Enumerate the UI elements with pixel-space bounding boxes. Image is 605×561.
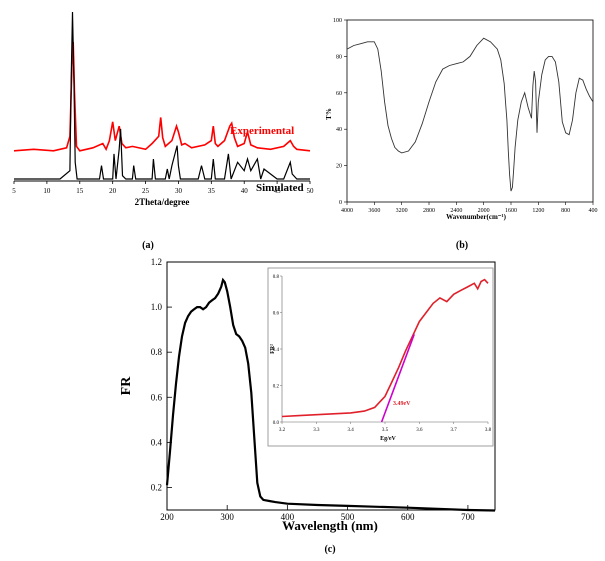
- x-tick-label: 50: [307, 187, 315, 195]
- x-tick-label: 800: [561, 208, 570, 214]
- x-tick-label: 5: [12, 187, 16, 195]
- inset-y-tick-label: 0.8: [273, 275, 280, 280]
- inset-border: [267, 267, 494, 447]
- inset-x-tick-label: 3.8: [485, 428, 492, 433]
- series-experimental-line: [13, 41, 311, 152]
- y-tick-label: 20: [336, 164, 342, 170]
- x-tick-label: 700: [461, 512, 475, 522]
- chart-a-x-ticks: 5 10 15 20 25 30 35 40 45 50: [12, 181, 314, 195]
- inset-y-tick-label: 0.2: [273, 385, 280, 390]
- x-tick-label: 2000: [478, 208, 490, 214]
- x-tick-label: 2800: [423, 208, 435, 214]
- x-tick-label: 20: [109, 187, 117, 195]
- chart-c-xlabel: Wavelength (nm): [282, 518, 378, 533]
- x-tick-label: 300: [220, 512, 234, 522]
- x-tick-label: 10: [43, 187, 51, 195]
- chart-a-xlabel: 2Theta/degree: [135, 197, 190, 207]
- x-tick-label: 3600: [368, 208, 380, 214]
- inset-fr2-line: [281, 278, 489, 418]
- inset-y-tick-label: 0.6: [273, 312, 280, 317]
- inset-x-tick-label: 3.7: [451, 428, 458, 433]
- y-tick-label: 1.0: [151, 302, 163, 312]
- chart-a: 5 10 15 20 25 30 35 40 45 50 Experimental Simulat…: [12, 11, 314, 207]
- x-tick-label: 2400: [450, 208, 462, 214]
- y-tick-label: 0.2: [151, 482, 162, 492]
- y-tick-label: 100: [333, 18, 342, 24]
- inset-x-tick-label: 3.6: [416, 428, 423, 433]
- x-tick-label: 1600: [505, 208, 517, 214]
- x-tick-label: 3200: [396, 208, 408, 214]
- chart-b: 4000 3600 3200 2800 2400 2000 1600 1200 800 40002…: [325, 18, 598, 221]
- inset-fit-line: [380, 334, 415, 423]
- chart-c-inset: 3.2 3.3 3.4 3.5 3.6 3.7 3.8 0.0 0.2 0.4 0.6 0.8 3.4…: [267, 267, 494, 447]
- inset-x-tick-label: 3.4: [348, 428, 355, 433]
- fr-spectrum-line: [165, 277, 496, 512]
- series-simulated-line: [14, 11, 310, 180]
- x-tick-label: 25: [142, 187, 150, 195]
- inset-x-tick-label: 3.2: [279, 428, 286, 433]
- bandgap-annotation: 3.49eV: [393, 401, 411, 407]
- panel-label-c: (c): [324, 544, 335, 555]
- y-tick-label: 0.4: [151, 437, 163, 447]
- inset-y-tick-label: 0.4: [273, 348, 280, 353]
- y-tick-label: 1.2: [151, 257, 162, 267]
- inset-xlabel: Eg/eV: [380, 436, 396, 442]
- inset-y-tick-label: 0.0: [273, 421, 280, 426]
- x-tick-label: 40: [241, 187, 249, 195]
- inset-ticks: 3.2 3.3 3.4 3.5 3.6 3.7 3.8 0.0 0.2 0.4 0.6 0.8: [273, 275, 492, 433]
- inset-x-tick-label: 3.5: [382, 428, 389, 433]
- x-tick-label: 4000: [341, 208, 353, 214]
- x-tick-label: 500: [341, 512, 355, 522]
- panel-label-b: (b): [456, 240, 468, 251]
- chart-b-frame: [346, 19, 594, 203]
- x-tick-label: 30: [175, 187, 183, 195]
- x-tick-label: 35: [208, 187, 216, 195]
- x-tick-label: 15: [76, 187, 84, 195]
- x-tick-label: 400: [281, 512, 295, 522]
- panel-label-a: (a): [142, 240, 154, 251]
- y-tick-label: 0: [339, 200, 342, 206]
- y-tick-label: 80: [336, 54, 342, 60]
- chart-c-ticks: 200 300 400 500 600 700 0.2 0.4 0.6 0.8 1.0 1.2: [151, 257, 475, 522]
- chart-b-xlabel: Wavenumber(cm⁻¹): [446, 213, 507, 221]
- legend-experimental: Experimental: [230, 125, 294, 137]
- chart-b-ticks: 4000 3600 3200 2800 2400 2000 1600 1200 800 40002…: [333, 18, 598, 214]
- chart-c-frame: [166, 261, 496, 511]
- x-tick-label: 400: [589, 208, 598, 214]
- x-tick-label: 1200: [532, 208, 544, 214]
- y-tick-label: 0.6: [151, 392, 163, 402]
- y-tick-label: 60: [336, 91, 342, 97]
- x-tick-label: 600: [401, 512, 415, 522]
- ir-spectrum-line: [346, 37, 594, 192]
- y-tick-label: 0.8: [151, 347, 163, 357]
- y-tick-label: 40: [336, 127, 342, 133]
- inset-x-tick-label: 3.3: [313, 428, 320, 433]
- x-tick-label: 200: [160, 512, 174, 522]
- legend-simulated: Simulated: [256, 182, 304, 194]
- chart-b-ylabel: T%: [325, 108, 333, 120]
- chart-c-ylabel: FR: [119, 376, 134, 396]
- x-tick-label: 45: [274, 187, 282, 195]
- inset-ylabel: FR²: [270, 344, 276, 354]
